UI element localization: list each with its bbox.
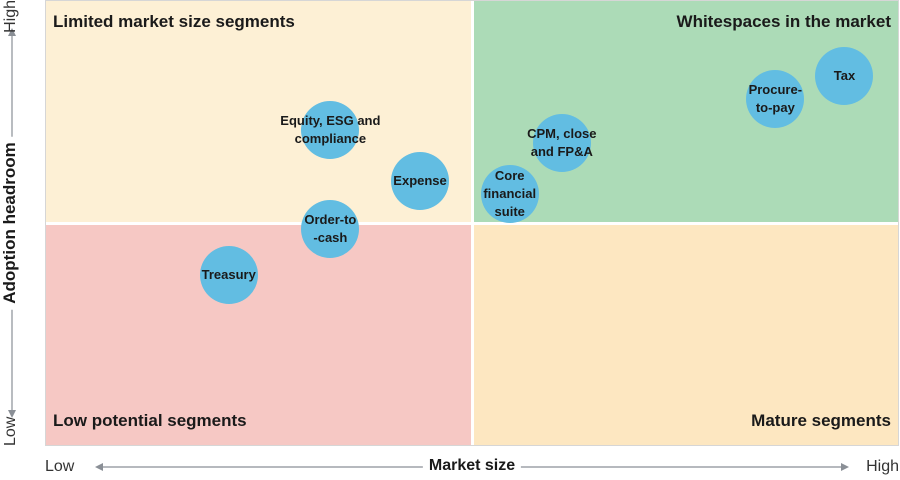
- quadrant-title-limited: Limited market size segments: [53, 12, 295, 31]
- quadrant-title-low-potential: Low potential segments: [53, 411, 247, 430]
- bubble-point: [391, 151, 450, 210]
- bubble-label: CPM, close and FP&A: [527, 125, 597, 159]
- bubble-label: Procure- to-pay: [748, 82, 803, 116]
- y-axis: Low Adoption headroom High: [0, 0, 24, 446]
- bubble-label: Tax: [833, 67, 856, 83]
- bubble-label: Core financial suite: [483, 168, 537, 220]
- y-axis-low-label: Low: [2, 416, 19, 446]
- quadrant-title-mature: Mature segments: [751, 411, 891, 430]
- bubble-label: Expense: [393, 172, 447, 188]
- bubble-point: [746, 70, 805, 129]
- quadrant-title-whitespaces: Whitespaces in the market: [676, 12, 891, 31]
- quadrant-bottom-left: [46, 224, 473, 445]
- x-axis-low-label: Low: [45, 458, 75, 475]
- bubble-point: [301, 199, 360, 258]
- horizontal-divider: [46, 222, 898, 225]
- x-axis-high-label: High: [866, 458, 899, 475]
- y-axis-title: Adoption headroom: [0, 136, 20, 310]
- y-axis-high-label: High: [2, 0, 19, 33]
- x-axis: Low Market size High: [45, 455, 899, 479]
- quadrant-bottom-right: [473, 224, 898, 445]
- quadrant-top-right: [473, 1, 898, 224]
- bubble-point: [815, 46, 874, 105]
- x-axis-title: Market size: [422, 457, 522, 475]
- bubble-label: Order-to -cash: [304, 211, 357, 245]
- bubble-point: [199, 245, 258, 304]
- bubble-label: Treasury: [201, 266, 256, 282]
- plot-area: Limited market size segments Whitespaces…: [45, 0, 899, 446]
- bubble-label: Equity, ESG and compliance: [280, 112, 381, 146]
- bubble-point: [301, 100, 360, 159]
- bubble-point: [480, 165, 539, 224]
- bubble-point: [532, 113, 591, 172]
